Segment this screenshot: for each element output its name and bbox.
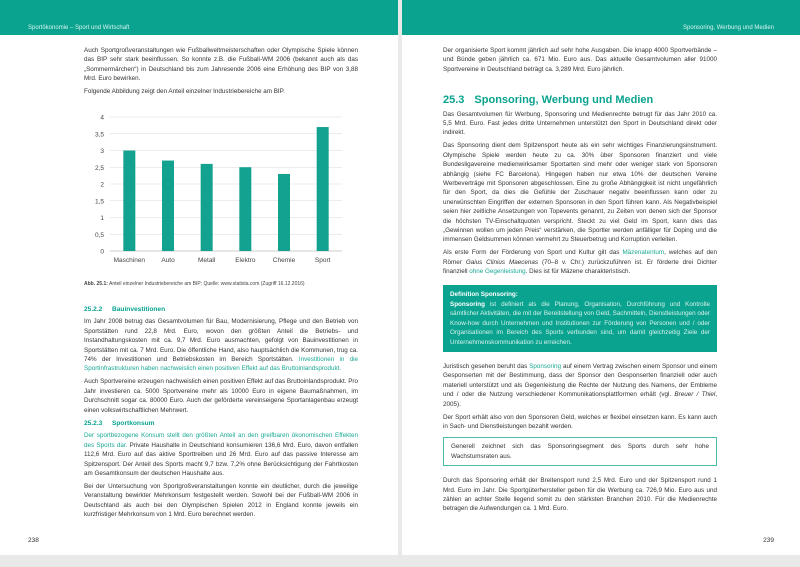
text: , welches auf den Römer [443, 249, 717, 266]
x-tick-label: Metall [198, 257, 216, 264]
bar-auto [162, 160, 174, 251]
text: Private Haushalte in Deutschland konsumi… [84, 441, 358, 478]
text: , 2005). [443, 391, 717, 408]
definition-term: Sponsoring [450, 300, 485, 308]
caption-label: Abb. 25.1: [84, 281, 108, 287]
key-statement-box: Generell zeichnet sich das Sponsoringseg… [443, 437, 717, 467]
highlight-text: Sponsoring [529, 362, 562, 370]
y-tick-label: 3 [100, 148, 104, 155]
text: Juristisch gesehen beruht das [443, 362, 530, 370]
right-page: Sponsoring, Werbung und Medien Der organ… [402, 0, 800, 555]
heading-number: 25.3 [443, 94, 465, 107]
paragraph: Folgende Abbildung zeigt den Anteil einz… [84, 88, 285, 96]
section-number: 25.2.3 [84, 420, 103, 427]
figure-caption: Abb. 25.1: Anteil einzelner Industrieber… [84, 280, 358, 289]
definition-box: Definition Sponsoring: Sponsoring ist de… [443, 284, 717, 352]
paragraph: Juristisch gesehen beruht das Sponsoring… [443, 362, 717, 409]
y-tick-label: 3,5 [95, 131, 104, 138]
paragraph: Der sportbezogene Konsum stellt den größ… [84, 431, 358, 478]
highlight-text: Der sportbezogene Konsum stellt den größ… [84, 432, 358, 449]
y-tick-label: 0 [100, 249, 104, 256]
running-head: Sportökonomie – Sport und Wirtschaft [28, 25, 130, 31]
header-band [0, 0, 398, 35]
bar-chemie [278, 173, 290, 251]
paragraph: Auch Sportgroßveranstaltungen wie Fußbal… [84, 47, 358, 83]
header-band [402, 0, 800, 35]
section-number: 25.2.2 [84, 306, 103, 313]
paragraph: Das Sponsoring dient dem Spitzensport he… [443, 142, 717, 244]
paragraph: Im Jahr 2008 betrug das Gesamtvolumen fü… [84, 317, 358, 373]
page-number: 238 [28, 537, 39, 544]
definition-text: ist definiert als die Planung, Organisat… [450, 300, 710, 346]
paragraph: Das Gesamtvolumen für Werbung, Sponsorin… [443, 110, 717, 137]
section-heading: 25.2.3 Sportkonsum [84, 419, 358, 428]
paragraph: Bei der Untersuchung von Sportgroßverans… [84, 482, 358, 519]
paragraph: Als erste Form der Förderung von Sport u… [443, 248, 717, 276]
x-tick-label: Auto [161, 257, 175, 264]
section-title: Bauinvestitionen [112, 306, 166, 313]
italic-text: Gaius Clinius Maecenas [465, 258, 539, 266]
x-tick-label: Chemie [273, 257, 296, 264]
right-column: Der organisierte Sport kommt jährlich au… [443, 46, 717, 517]
bar-sport [316, 127, 329, 251]
text: Als erste Form der Förderung von Sport u… [443, 249, 623, 257]
text: . Dies ist für Mäzene charakteristisch. [525, 268, 631, 276]
x-tick-label: Sport [315, 257, 331, 264]
page-number: 239 [763, 537, 774, 544]
bar-maschinen [123, 150, 136, 251]
y-tick-label: 1,5 [95, 198, 104, 205]
y-tick-label: 0,5 [95, 232, 104, 239]
paragraph: Der organisierte Sport kommt jährlich au… [443, 47, 717, 73]
bar-elektro [239, 167, 252, 251]
section-25-2-3: 25.2.3 Sportkonsum Der sportbezogene Kons… [84, 419, 358, 523]
x-tick-label: Maschinen [114, 257, 146, 264]
x-tick-label: Elektro [235, 257, 256, 264]
section-25-2-2: 25.2.2 Bauinvestitionen Im Jahr 2008 betr… [84, 305, 358, 418]
text: (70–8 v. Chr.) zurückzuführen ist. Er fö… [443, 258, 717, 276]
highlight-text: Mäzenatentum [622, 249, 665, 257]
paragraph: Der Sport erhält also von den Sponsoren … [443, 413, 717, 430]
left-column: Auch Sportgroßveranstaltungen wie Fußbal… [84, 46, 358, 100]
running-head: Sponsoring, Werbung und Medien [683, 25, 774, 31]
paragraph: Durch das Sponsoring erhält der Breitens… [443, 477, 717, 513]
highlight-text: Investitionen in die Sportinfrastrukture… [84, 356, 358, 373]
text: Im Jahr 2008 betrug das Gesamtvolumen fü… [84, 318, 358, 364]
definition-title: Definition Sponsoring: [450, 290, 518, 298]
highlight-text: ohne Gegenleistung [469, 268, 526, 276]
bar-chart: 0 0,5 1 1,5 2 2,5 3 3,5 4 Maschinen Auto Metall Elek… [95, 115, 342, 264]
text: auf einem Vertrag zwischen einem Sponsor… [443, 362, 717, 399]
caption-text: Anteil einzelner Industriebereiche am BI… [107, 281, 305, 287]
section-heading: 25.2.2 Bauinvestitionen [84, 305, 358, 314]
y-tick-label: 2,5 [95, 165, 104, 172]
italic-text: Breuer / Thiel [674, 391, 716, 399]
y-tick-label: 2 [100, 182, 104, 189]
heading-title: Sponsoring, Werbung und Medien [474, 94, 654, 107]
section-title: Sportkonsum [112, 420, 155, 427]
paragraph: Auch Sportvereine erzeugen nachweislich … [84, 378, 358, 414]
chapter-heading: 25.3 Sponsoring, Werbung und Medien [443, 94, 717, 107]
y-tick-label: 4 [100, 115, 104, 122]
left-page: Sportökonomie – Sport und Wirtschaft Auc… [0, 0, 398, 555]
bar-metall [200, 163, 213, 251]
y-tick-label: 1 [100, 215, 104, 222]
